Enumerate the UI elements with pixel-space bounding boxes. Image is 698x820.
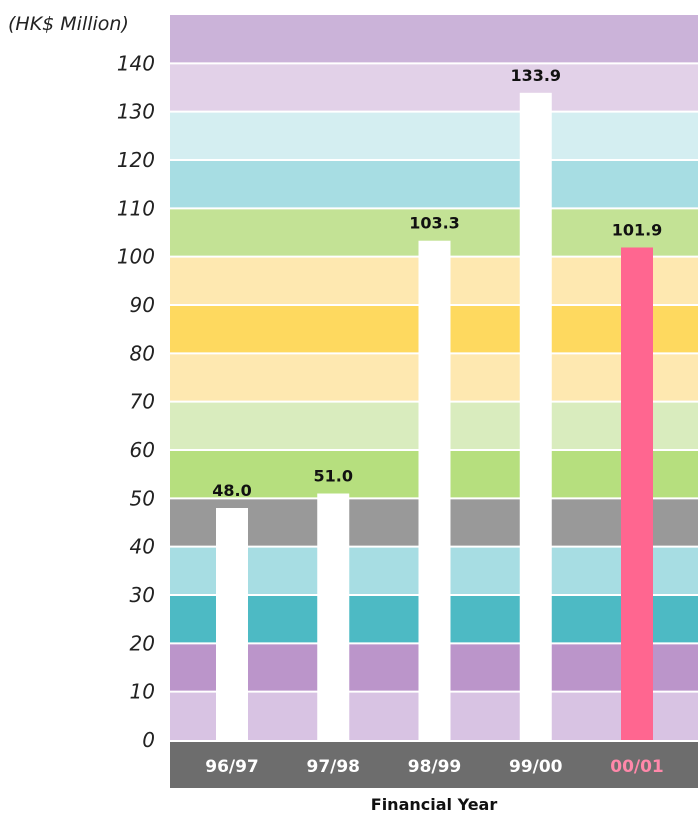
y-tick-label: 120	[117, 148, 155, 172]
background-band	[170, 63, 698, 112]
y-tick-label: 30	[130, 583, 155, 607]
y-tick-label: 110	[117, 196, 155, 220]
y-tick-label: 0	[142, 728, 155, 752]
bar	[418, 240, 451, 740]
background-band	[170, 15, 698, 64]
data-label: 51.0	[314, 467, 353, 486]
data-label: 101.9	[612, 220, 663, 239]
y-tick-label: 80	[130, 341, 155, 365]
bar	[216, 508, 248, 740]
y-tick-label: 50	[130, 486, 155, 510]
category-label: 97/98	[306, 757, 360, 777]
category-label: 98/99	[408, 757, 462, 777]
y-tick-label: 40	[130, 535, 155, 559]
category-label: 96/97	[205, 757, 259, 777]
data-label: 48.0	[212, 481, 251, 500]
y-tick-label: 100	[117, 245, 155, 269]
category-labels: 96/97 97/98 98/99 99/00 00/01	[205, 757, 664, 777]
bar	[621, 247, 653, 740]
data-label: 133.9	[510, 66, 561, 85]
y-tick-label: 90	[130, 293, 155, 317]
category-label: 00/01	[610, 757, 664, 777]
y-tick-label: 70	[130, 390, 155, 414]
background-band	[170, 160, 698, 209]
category-label: 99/00	[509, 757, 563, 777]
y-axis-ticks: 0 10 20 30 40 50 60 70 80 90 100 110 120 130 140	[117, 51, 155, 752]
x-axis-label: Financial Year	[371, 795, 498, 814]
y-tick-label: 130	[117, 100, 155, 124]
data-labels: 48.0 51.0 103.3 133.9 101.9	[212, 66, 662, 500]
y-tick-label: 140	[117, 51, 155, 75]
bar	[317, 493, 350, 740]
y-tick-label: 20	[130, 631, 155, 655]
y-tick-label: 10	[130, 680, 155, 704]
bar	[519, 92, 552, 741]
bars	[216, 92, 653, 741]
data-label: 103.3	[409, 214, 460, 233]
category-axis-band	[170, 742, 698, 788]
background-band	[170, 111, 698, 160]
y-axis-label: (HK$ Million)	[8, 13, 129, 35]
y-tick-label: 60	[130, 438, 155, 462]
